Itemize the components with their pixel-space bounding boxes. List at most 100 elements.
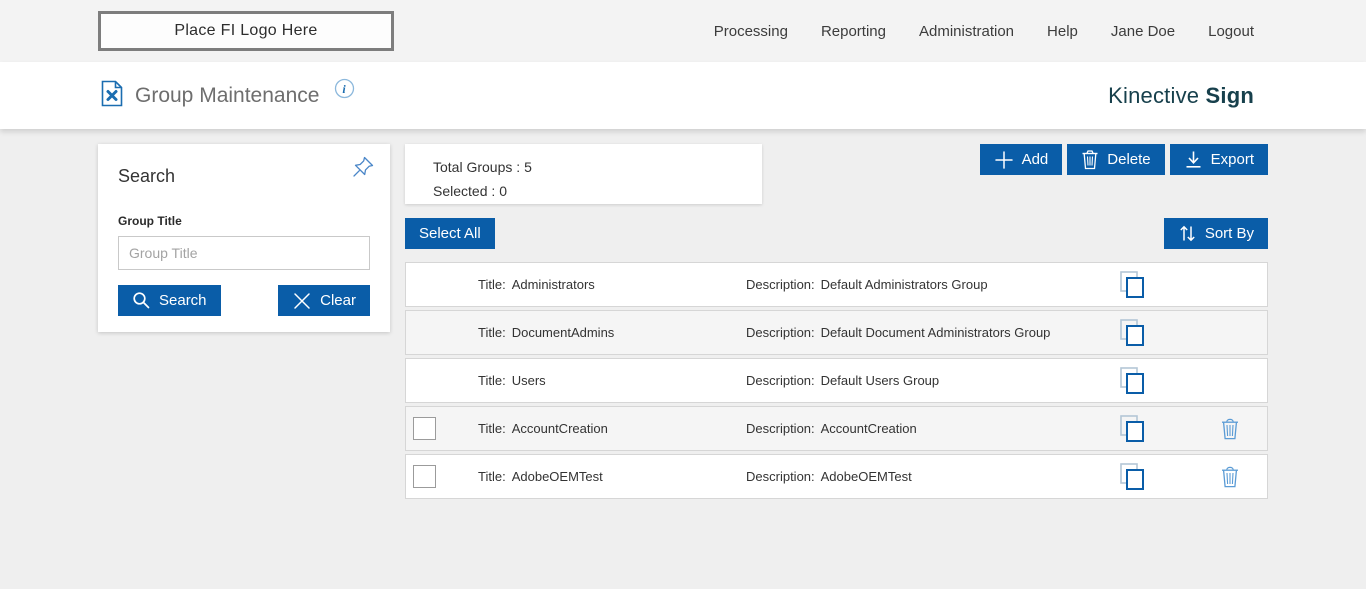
page-tools-icon — [100, 80, 124, 112]
clear-button-label: Clear — [320, 292, 356, 309]
search-button[interactable]: Search — [118, 285, 221, 316]
group-title-input[interactable] — [118, 236, 370, 270]
nav-logout[interactable]: Logout — [1208, 22, 1254, 40]
nav-processing[interactable]: Processing — [713, 22, 788, 40]
content: Search Group Title Search Clear — [0, 129, 1366, 502]
row-title-cell: Title: AccountCreation — [478, 421, 746, 436]
total-groups-value: 5 — [524, 159, 532, 175]
sort-by-button[interactable]: Sort By — [1163, 218, 1268, 249]
pin-icon[interactable] — [350, 154, 376, 185]
export-button[interactable]: Export — [1169, 144, 1268, 175]
row-title-cell: Title: Administrators — [478, 277, 746, 292]
table-row: Title: DocumentAdmins Description: Default… — [405, 310, 1268, 355]
row-description-cell: Description: Default Administrators Group — [746, 277, 1072, 292]
delete-button[interactable]: Delete — [1067, 144, 1165, 175]
page-header: Group Maintenance i Kinective Sign — [0, 62, 1366, 129]
total-groups-label: Total Groups : — [433, 159, 521, 175]
brand-bold: Sign — [1205, 82, 1254, 108]
row-copy-cell — [1072, 270, 1192, 299]
row-title-label: Title: — [478, 469, 506, 484]
download-icon — [1186, 151, 1201, 168]
row-title-label: Title: — [478, 373, 506, 388]
row-title-value: AccountCreation — [511, 421, 608, 436]
delete-row-icon[interactable] — [1220, 417, 1240, 440]
row-checkbox-cell — [406, 417, 478, 440]
row-checkbox[interactable] — [413, 465, 436, 488]
top-nav: Processing Reporting Administration Help… — [714, 23, 1366, 40]
row-trash-cell — [1192, 417, 1267, 440]
row-description-cell: Description: AdobeOEMTest — [746, 469, 1072, 484]
row-description-cell: Description: AccountCreation — [746, 421, 1072, 436]
nav-help[interactable]: Help — [1047, 22, 1078, 40]
top-bar: Place FI Logo Here Processing Reporting … — [0, 0, 1366, 62]
row-description-label: Description: — [746, 421, 815, 436]
row-description-value: Default Administrators Group — [820, 277, 988, 292]
group-title-label: Group Title — [118, 214, 182, 228]
row-description-value: Default Users Group — [820, 373, 940, 388]
page-title: Group Maintenance — [135, 83, 320, 107]
row-description-cell: Description: Default Users Group — [746, 373, 1072, 388]
export-button-label: Export — [1210, 151, 1254, 168]
row-title-cell: Title: AdobeOEMTest — [478, 469, 746, 484]
copy-icon[interactable] — [1119, 318, 1146, 347]
select-all-label: Select All — [419, 225, 481, 242]
nav-user[interactable]: Jane Doe — [1110, 22, 1176, 40]
row-description-label: Description: — [746, 277, 815, 292]
sort-arrows-icon — [1180, 225, 1195, 242]
summary-row: Total Groups :5 Selected :0 Add — [405, 144, 1268, 204]
table-row: Title: AdobeOEMTest Description: AdobeOEMT… — [405, 454, 1268, 499]
svg-text:i: i — [343, 82, 347, 96]
group-list: Title: Administrators Description: Default… — [405, 262, 1268, 499]
nav-reporting[interactable]: Reporting — [820, 22, 886, 40]
search-panel: Search Group Title Search Clear — [98, 144, 390, 332]
row-checkbox-cell — [406, 369, 478, 392]
select-all-button[interactable]: Select All — [405, 218, 495, 249]
row-description-label: Description: — [746, 373, 815, 388]
row-description-label: Description: — [746, 469, 815, 484]
row-description-value: Default Document Administrators Group — [820, 325, 1051, 340]
copy-icon[interactable] — [1119, 462, 1146, 491]
row-title-label: Title: — [478, 421, 506, 436]
delete-row-icon[interactable] — [1220, 465, 1240, 488]
add-button[interactable]: Add — [979, 144, 1063, 175]
sort-by-label: Sort By — [1204, 225, 1254, 242]
row-title-cell: Title: Users — [478, 373, 746, 388]
copy-icon[interactable] — [1119, 366, 1146, 395]
total-groups-line: Total Groups :5 — [433, 155, 762, 179]
search-buttons: Search Clear — [118, 285, 370, 316]
search-icon — [133, 292, 150, 309]
x-icon — [294, 292, 310, 309]
row-description-cell: Description: Default Document Administrat… — [746, 325, 1072, 340]
brand-logo: Kinective Sign — [1108, 83, 1254, 109]
row-copy-cell — [1072, 318, 1192, 347]
row-trash-cell — [1192, 273, 1267, 296]
list-controls: Select All Sort By — [405, 218, 1268, 249]
add-button-label: Add — [1021, 151, 1049, 168]
row-description-label: Description: — [746, 325, 815, 340]
copy-icon[interactable] — [1119, 270, 1146, 299]
row-checkbox-cell — [406, 465, 478, 488]
row-title-cell: Title: DocumentAdmins — [478, 325, 746, 340]
plus-icon — [994, 150, 1013, 169]
trash-icon — [1082, 150, 1098, 170]
fi-logo-placeholder: Place FI Logo Here — [98, 11, 394, 51]
nav-administration[interactable]: Administration — [918, 22, 1015, 40]
info-icon[interactable]: i — [334, 78, 355, 104]
row-title-value: DocumentAdmins — [511, 325, 615, 340]
row-title-label: Title: — [478, 325, 506, 340]
row-checkbox[interactable] — [413, 417, 436, 440]
action-buttons: Add Delete — [979, 144, 1268, 175]
page-header-left: Group Maintenance i — [100, 78, 355, 112]
row-copy-cell — [1072, 366, 1192, 395]
table-row: Title: Administrators Description: Default… — [405, 262, 1268, 307]
row-checkbox-cell — [406, 273, 478, 296]
fi-logo-text: Place FI Logo Here — [174, 22, 318, 39]
clear-button[interactable]: Clear — [278, 285, 370, 316]
row-description-value: AccountCreation — [820, 421, 917, 436]
selected-line: Selected :0 — [433, 179, 762, 203]
row-trash-cell — [1192, 369, 1267, 392]
row-title-value: Administrators — [511, 277, 595, 292]
search-panel-title: Search — [118, 166, 176, 186]
selected-value: 0 — [499, 183, 508, 199]
copy-icon[interactable] — [1119, 414, 1146, 443]
